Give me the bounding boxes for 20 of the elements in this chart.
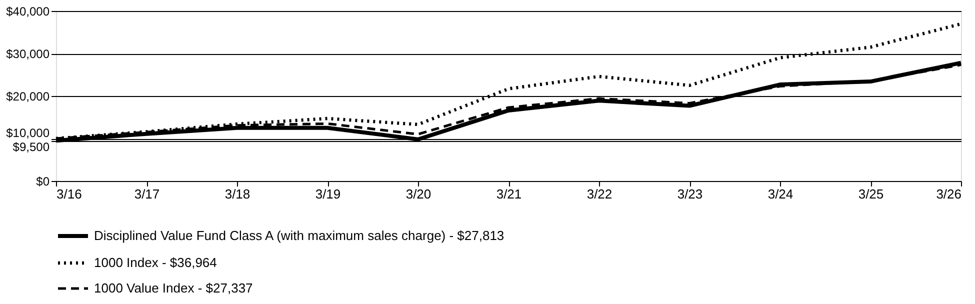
legend-label: 1000 Value Index - $27,337 (94, 280, 253, 296)
x-tick-label: 3/18 (224, 186, 250, 202)
x-tick-label: 3/20 (406, 186, 432, 202)
x-tick-label: 3/17 (134, 186, 160, 202)
x-tick-label: 3/22 (586, 186, 612, 202)
x-tick-label: 3/26 (936, 186, 962, 202)
x-tick-label: 3/19 (315, 186, 341, 202)
x-tick-label: 3/21 (496, 186, 522, 202)
x-tick-label: 3/25 (858, 186, 884, 202)
x-tick-label: 3/23 (677, 186, 703, 202)
y-tick-label: $10,000 (6, 126, 50, 140)
y-tick-label: $40,000 (6, 4, 50, 18)
y-tick-label: $0 (36, 174, 50, 188)
y-tick-label: $20,000 (6, 90, 50, 104)
y-tick-label: $30,000 (6, 47, 50, 61)
legend-label: Disciplined Value Fund Class A (with maximum sales charge) - $27,813 (94, 228, 504, 243)
y-tick-label: $9,500 (12, 140, 50, 154)
x-tick-label: 3/24 (768, 186, 794, 202)
x-tick-label: 3/16 (56, 186, 82, 202)
legend-label: 1000 Index - $36,964 (94, 255, 217, 270)
